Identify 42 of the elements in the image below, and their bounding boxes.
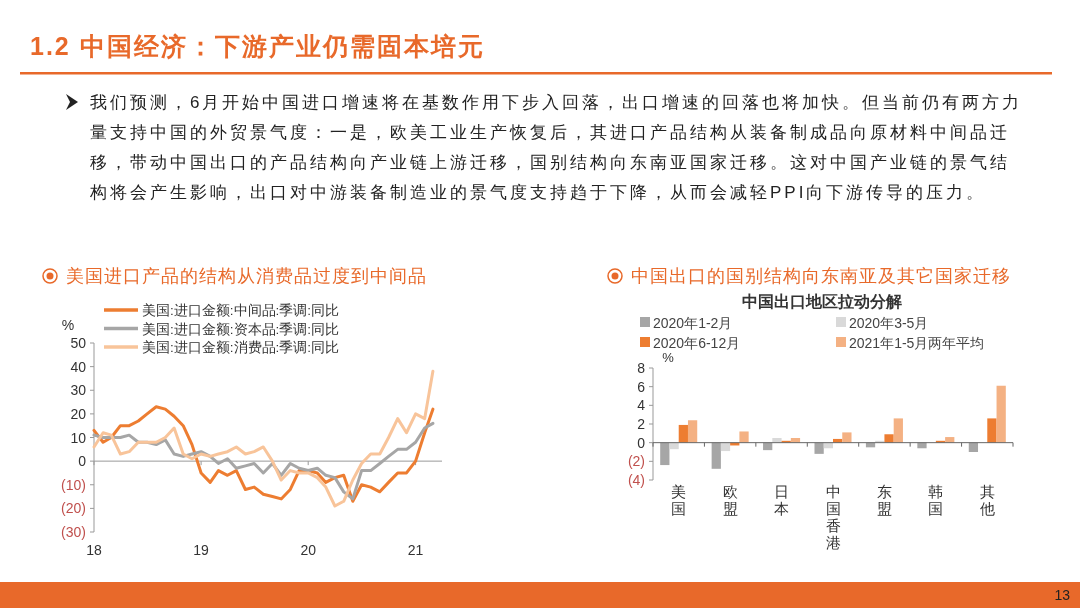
x-tick-label: 韩国 [928,483,944,517]
y-tick-label: 30 [70,382,87,399]
legend-label: 美国:进口金额:消费品:季调:同比 [142,340,340,355]
legend-label: 2020年6-12月 [653,335,741,351]
y-axis-title: % [662,350,675,365]
legend-label: 美国:进口金额:中间品:季调:同比 [142,303,340,318]
x-tick-label: 其他 [979,483,995,517]
x-tick-label: 欧盟 [722,483,738,517]
chart-subtitle: 中国出口地区拉动分解 [742,293,902,310]
y-tick-label: 4 [637,397,646,414]
y-tick-label: (10) [61,476,86,493]
x-tick-label: 21 [407,542,424,558]
legend-label: 美国:进口金额:资本品:季调:同比 [142,321,340,337]
x-tick-label: 东盟 [876,483,892,517]
y-tick-label: 6 [637,378,646,395]
legend-label: 2020年1-2月 [653,315,733,331]
y-tick-label: (20) [61,500,86,517]
y-tick-label: (2) [627,453,645,470]
y-tick-label: 10 [70,429,87,446]
y-tick-label: 50 [70,335,87,351]
x-tick-label: 日本 [774,483,790,517]
y-tick-label: 8 [637,360,646,376]
x-tick-label: 18 [86,542,102,558]
legend-label: 2020年3-5月 [849,315,929,331]
text: 1.2 中国经济：下游产业仍需固本培元 [30,32,485,60]
y-tick-label: 40 [70,358,87,375]
y-tick-label: (4) [627,472,645,488]
y-tick-label: 0 [637,434,646,451]
legend-label: 2021年1-5月两年平均 [849,335,985,351]
x-tick-label: 中国香港 [825,483,841,551]
x-tick-label: 20 [300,542,317,558]
chart-title: 美国进口产品的结构从消费品过度到中间品 [66,266,427,286]
chart-title: 中国出口的国别结构向东南亚及其它国家迁移 [631,266,1011,286]
y-tick-label: 0 [78,453,87,470]
text: 13 [1054,587,1071,603]
y-tick-label: 20 [70,405,87,422]
y-tick-label: (30) [61,524,86,540]
x-tick-label: 19 [193,542,210,558]
y-tick-label: 2 [637,416,646,432]
x-tick-label: 美国 [671,483,687,517]
text: 我们预测，6月开始中国进口增速将在基数作用下步入回落，出口增速的回落也将加快。但当前仍有两方力量支持中国的外贸景气度：一是，欧美工业生产恢复后，其进口产品结构从装备制成品向原材料中间品迁移，带动中国出口的产品结构向产业链上游迁移，国别结构向东南亚国家迁移。这对中国产业链的景气结构将会产生影响，出口对中游装备制造业的景气度支持趋于下降，从而会减轻PPI向下游传导的压力。 [89,93,1023,202]
y-axis-title: % [61,317,75,333]
